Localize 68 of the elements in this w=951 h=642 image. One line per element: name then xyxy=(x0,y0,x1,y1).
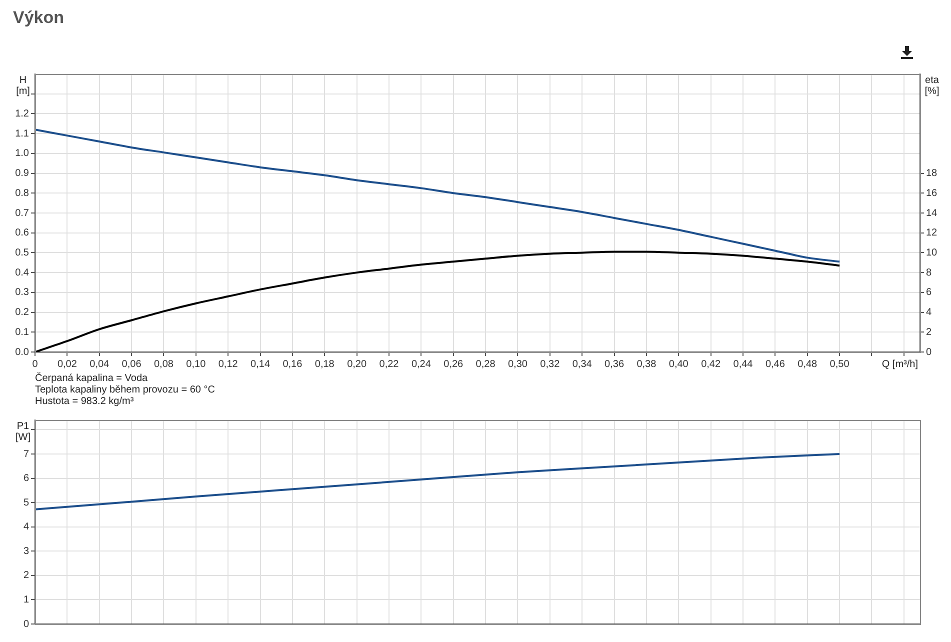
x-tick-label: 0,04 xyxy=(90,358,110,370)
y2-tick-label: 16 xyxy=(926,188,938,199)
y-tick-label: 7 xyxy=(23,448,30,460)
text: Čerpaná kapalina = Voda xyxy=(35,372,148,384)
x-tick-label: 0,32 xyxy=(540,358,560,370)
x-tick-label: 0,50 xyxy=(830,358,850,370)
y2-tick-label: 4 xyxy=(926,307,932,318)
line-series xyxy=(35,128,841,263)
x-tick-label: 0,06 xyxy=(122,358,142,370)
x-tick-label: 0,10 xyxy=(186,358,206,370)
x-tick-label: 0,38 xyxy=(636,358,657,370)
x-tick-label: 0,36 xyxy=(604,358,624,370)
y2-tick-label: 6 xyxy=(926,287,932,298)
x-tick-label: 0,44 xyxy=(733,358,754,370)
y-tick-label: 1.1 xyxy=(15,128,30,140)
x-tick-label: 0,34 xyxy=(572,358,592,370)
x-tick-label: 0,12 xyxy=(218,358,238,370)
y-tick-label: 0.5 xyxy=(15,247,30,258)
line-series xyxy=(35,250,841,352)
y-tick-label: 1 xyxy=(23,594,30,606)
y-tick-label: 2 xyxy=(23,570,30,582)
y-tick-label: 0.8 xyxy=(15,188,30,199)
x-tick-label: 0 xyxy=(32,358,38,370)
x-tick-label: 0,28 xyxy=(476,358,496,370)
y-tick-label: 0.6 xyxy=(15,228,30,239)
y-tick-label: 0.1 xyxy=(15,326,30,338)
chart-title: Výkon xyxy=(13,8,64,28)
y-tick-label: 1.0 xyxy=(15,148,30,160)
x-tick-label: 0,24 xyxy=(411,358,432,370)
x-tick-label: 0,22 xyxy=(379,358,400,370)
y-tick-label: 4 xyxy=(23,522,30,533)
y-tick-label: 6 xyxy=(23,473,30,484)
y-tick-label: 0.0 xyxy=(15,346,30,358)
y2-tick-label: 0 xyxy=(926,346,932,358)
y2-tick-label: 18 xyxy=(926,168,938,180)
x-tick-label: 0,20 xyxy=(347,358,367,370)
y-axis-title: P1 [W] xyxy=(16,420,31,443)
x-tick-label: 0,02 xyxy=(57,358,78,370)
y-tick-label: 3 xyxy=(23,546,30,557)
y-tick-label: 0.7 xyxy=(15,208,30,219)
y2-tick-label: 8 xyxy=(926,267,932,278)
x-tick-label: 0,16 xyxy=(282,358,303,370)
x-tick-label: 0,42 xyxy=(701,358,721,370)
y-tick-label: 5 xyxy=(23,497,30,508)
x-axis-title: Q [m³/h] xyxy=(882,358,918,370)
y2-axis-title: eta [%] xyxy=(924,74,940,97)
x-tick-label: 0,40 xyxy=(668,358,689,370)
y2-tick-label: 2 xyxy=(926,326,932,338)
y-tick-label: 1.2 xyxy=(15,108,30,120)
x-tick-label: 0,48 xyxy=(798,358,818,370)
y2-tick-label: 14 xyxy=(926,208,938,219)
y2-tick-label: 12 xyxy=(926,228,938,239)
line-series xyxy=(35,453,841,510)
y-axis-title: H [m] xyxy=(16,74,30,97)
x-tick-label: 0,14 xyxy=(250,358,270,370)
x-tick-label: 0,26 xyxy=(444,358,464,370)
x-tick-label: 0,30 xyxy=(508,358,528,370)
y-tick-label: 0.2 xyxy=(15,307,30,318)
text: Hustota = 983.2 kg/m³ xyxy=(35,396,134,407)
y-tick-label: 0 xyxy=(23,618,30,630)
x-tick-label: 0,46 xyxy=(765,358,786,370)
y-tick-label: 0.9 xyxy=(15,168,30,180)
y2-tick-label: 10 xyxy=(926,247,938,258)
text: Teplota kapaliny během provozu = 60 °C xyxy=(35,384,215,396)
x-tick-label: 0,18 xyxy=(314,358,335,370)
x-tick-label: 0,08 xyxy=(154,358,174,370)
y-tick-label: 0.3 xyxy=(15,287,30,298)
y-tick-label: 0.4 xyxy=(15,267,30,278)
